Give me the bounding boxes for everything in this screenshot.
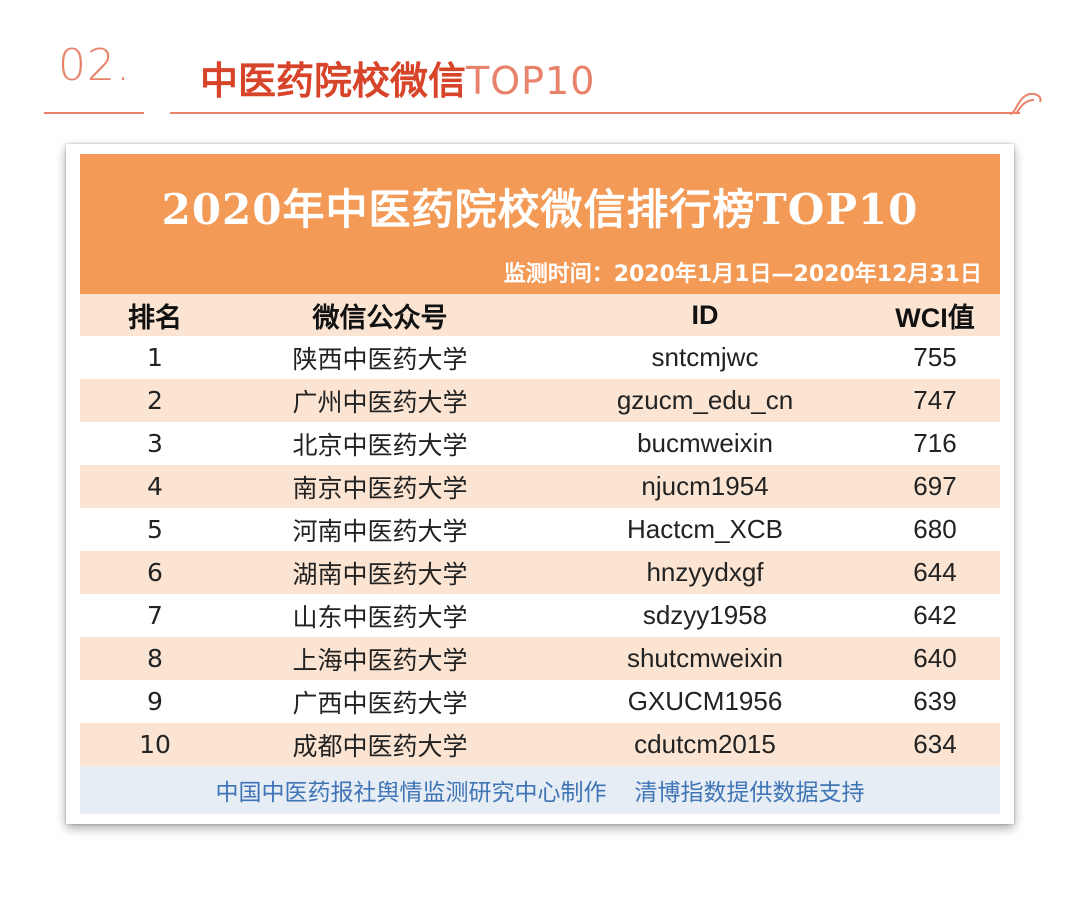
account-cell: 湖南中医药大学 (292, 559, 468, 589)
section-title: 中医药院校微信TOP10 (200, 50, 595, 105)
section-title-underline (170, 112, 1020, 114)
wci-cell: 644 (913, 557, 957, 587)
account-cell: 广西中医药大学 (292, 688, 468, 718)
id-cell: shutcmweixin (626, 643, 784, 673)
table-row: 10 成都中医药大学 cdutcm2015 634 (80, 723, 1000, 766)
section-number-underline (44, 112, 144, 114)
id-cell: hnzyydxgf (646, 557, 764, 587)
id-cell: sntcmjwc (651, 342, 759, 372)
banner-title: 2020年中医药院校微信排行榜TOP10 (161, 185, 919, 234)
ranking-banner: 2020年中医药院校微信排行榜TOP10 监测时间：2020年1月1日—2020… (80, 154, 1000, 294)
account-cell: 山东中医药大学 (292, 602, 468, 632)
id-cell: Hactcm_XCB (626, 514, 784, 544)
rank-cell: 5 (147, 515, 163, 544)
table-row: 2 广州中医药大学 gzucm_edu_cn 747 (80, 379, 1000, 422)
rank-cell: 6 (147, 558, 163, 587)
id-cell: cdutcm2015 (634, 729, 776, 759)
table-row: 6 湖南中医药大学 hnzyydxgf 644 (80, 551, 1000, 594)
table-row: 8 上海中医药大学 shutcmweixin 640 (80, 637, 1000, 680)
wci-cell: 639 (913, 686, 957, 716)
section-header: 02. 中医药院校微信TOP10 (0, 0, 1080, 130)
rank-cell: 7 (147, 601, 163, 630)
id-cell: njucm1954 (641, 471, 769, 501)
section-number: 02. (58, 40, 131, 91)
account-cell: 广州中医药大学 (292, 387, 468, 417)
footer-producer: 中国中医药报社舆情监测研究中心制作 (215, 780, 607, 806)
section-title-cn: 中医药院校微信 (200, 59, 467, 103)
monitoring-period: 监测时间：2020年1月1日—2020年12月31日 (503, 262, 982, 287)
id-cell: gzucm_edu_cn (616, 385, 794, 415)
rank-cell: 10 (139, 730, 171, 759)
wci-cell: 640 (913, 643, 957, 673)
rank-cell: 9 (147, 687, 163, 716)
source-footer: 中国中医药报社舆情监测研究中心制作 清博指数提供数据支持 (80, 766, 1000, 814)
rank-cell: 3 (147, 429, 163, 458)
rank-cell: 2 (147, 386, 163, 415)
account-cell: 南京中医药大学 (292, 473, 468, 503)
wci-cell: 642 (913, 600, 957, 630)
wci-cell: 716 (913, 428, 957, 458)
account-cell: 陕西中医药大学 (292, 344, 468, 374)
account-cell: 成都中医药大学 (292, 731, 468, 761)
wci-cell: 680 (913, 514, 957, 544)
table-header: 排名 微信公众号 ID WCI值 (80, 294, 1000, 336)
wci-cell: 755 (913, 342, 957, 372)
column-header-account: 微信公众号 (312, 302, 448, 334)
wci-cell: 634 (913, 729, 957, 759)
rank-cell: 8 (147, 644, 163, 673)
table-row: 3 北京中医药大学 bucmweixin 716 (80, 422, 1000, 465)
column-header-id: ID (691, 299, 719, 330)
table-row: 9 广西中医药大学 GXUCM1956 639 (80, 680, 1000, 723)
curl-ornament-icon (1009, 92, 1042, 115)
footer-data-source: 清博指数提供数据支持 (634, 780, 865, 806)
rank-cell: 4 (147, 472, 163, 501)
table-row: 1 陕西中医药大学 sntcmjwc 755 (80, 336, 1000, 379)
account-cell: 上海中医药大学 (292, 645, 468, 675)
table-row: 4 南京中医药大学 njucm1954 697 (80, 465, 1000, 508)
id-cell: bucmweixin (637, 428, 773, 458)
column-header-wci: WCI值 (895, 302, 975, 333)
wci-cell: 697 (913, 471, 957, 501)
rank-cell: 1 (147, 343, 163, 372)
section-title-latin: TOP10 (466, 59, 596, 103)
account-cell: 北京中医药大学 (292, 430, 468, 460)
ranking-table: 排名 微信公众号 ID WCI值 1 陕西中医药大学 sntcmjwc 7 55 … (80, 294, 1000, 766)
table-row: 7 山东中医药大学 sdzyy1958 642 (80, 594, 1000, 637)
wci-cell: 747 (913, 385, 957, 415)
ranking-card: 2020年中医药院校微信排行榜TOP10 监测时间：2020年1月1日—2020… (66, 144, 1014, 824)
account-cell: 河南中医药大学 (292, 516, 468, 546)
table-row: 5 河南中医药大学 Hactcm_XCB 680 (80, 508, 1000, 551)
column-header-rank: 排名 (128, 302, 182, 334)
id-cell: sdzyy1958 (642, 600, 768, 630)
id-cell: GXUCM1956 (627, 686, 783, 716)
